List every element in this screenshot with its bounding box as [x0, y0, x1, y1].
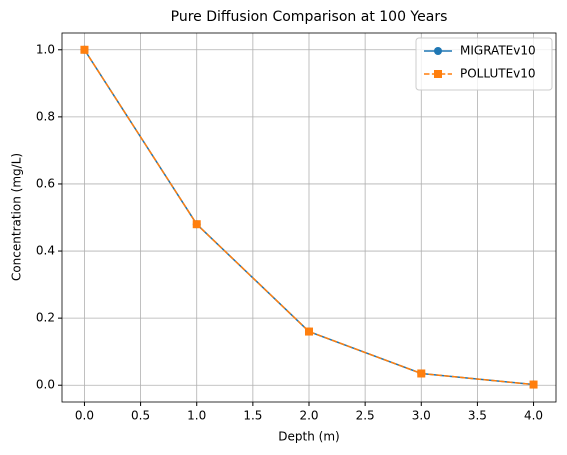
- series-line: [83, 49, 534, 386]
- chart-title: Pure Diffusion Comparison at 100 Years: [171, 9, 448, 25]
- x-tick-label: 3.5: [468, 409, 487, 423]
- x-tick-label: 2.5: [356, 409, 375, 423]
- x-tick-label: 4.0: [524, 409, 543, 423]
- x-tick-label: 3.0: [412, 409, 431, 423]
- x-tick-label: 0.0: [75, 409, 94, 423]
- x-axis-label: Depth (m): [278, 430, 339, 444]
- y-tick-label: 0.2: [36, 311, 55, 325]
- data-point: [80, 45, 89, 54]
- data-point: [417, 369, 426, 378]
- legend-marker: [434, 70, 442, 78]
- data-point: [305, 327, 313, 336]
- x-tick-label: 1.5: [243, 409, 262, 423]
- x-tick-label: 2.0: [299, 409, 318, 423]
- data-point: [192, 220, 201, 229]
- legend-label: POLLUTEv10: [460, 67, 536, 81]
- y-axis-label: Concentration (mg/L): [10, 153, 24, 281]
- data-point: [529, 380, 538, 389]
- legend-label: MIGRATEv10: [460, 44, 536, 58]
- y-tick-label: 0.0: [36, 378, 55, 392]
- y-tick-label: 1.0: [36, 42, 55, 56]
- y-tick-label: 0.4: [36, 244, 55, 258]
- y-tick-label: 0.8: [36, 109, 55, 123]
- plot-frame: [61, 32, 557, 403]
- x-tick-label: 0.5: [131, 409, 150, 423]
- y-tick-label: 0.6: [36, 176, 55, 190]
- legend-marker: [434, 47, 442, 55]
- x-tick-label: 1.0: [187, 409, 206, 423]
